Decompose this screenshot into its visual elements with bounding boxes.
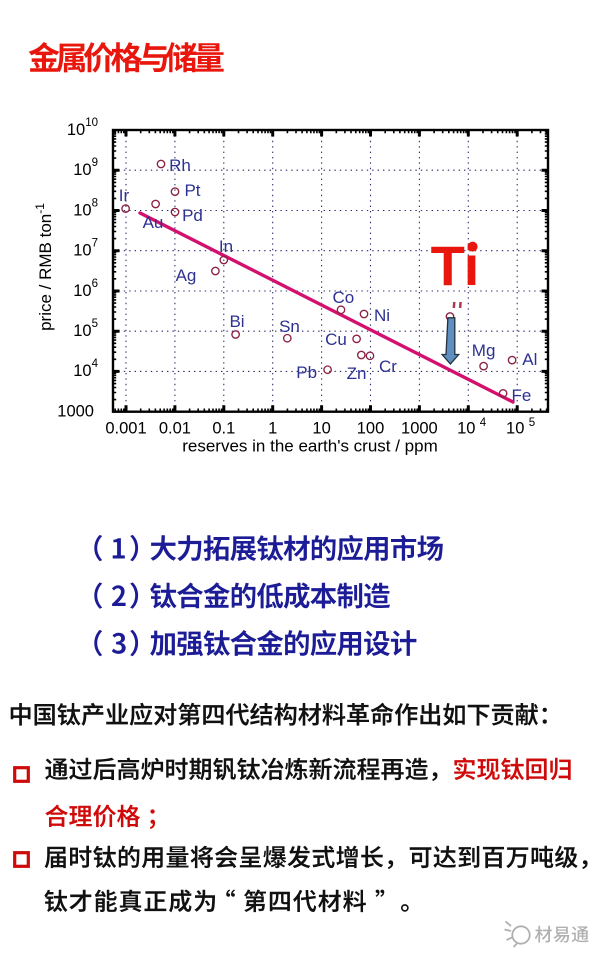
svg-text:Pd: Pd — [182, 206, 203, 225]
svg-text:Fe: Fe — [511, 386, 531, 405]
svg-text:1000: 1000 — [401, 420, 438, 438]
svg-text:Pt: Pt — [184, 181, 200, 200]
svg-text:Pb: Pb — [296, 363, 317, 382]
svg-text:5: 5 — [529, 417, 535, 429]
svg-text:price / RMB ton-1: price / RMB ton-1 — [33, 203, 55, 331]
svg-text:Bi: Bi — [229, 312, 244, 331]
svg-text:reserves in the earth's crust: reserves in the earth's crust / ppm — [182, 437, 438, 456]
svg-text:10: 10 — [312, 420, 330, 438]
svg-text:Cr: Cr — [379, 357, 397, 376]
svg-text:Au: Au — [143, 213, 164, 232]
svg-text:1000: 1000 — [57, 403, 94, 421]
svg-text:Co: Co — [333, 288, 355, 307]
svg-text:Sn: Sn — [279, 317, 300, 336]
svg-text:1: 1 — [268, 420, 277, 438]
svg-text:0.01: 0.01 — [159, 420, 191, 438]
svg-text:Al: Al — [522, 350, 537, 369]
svg-text:Ir: Ir — [119, 186, 130, 205]
svg-text:Mg: Mg — [472, 341, 496, 360]
svg-text:10: 10 — [457, 420, 475, 438]
svg-text:Ag: Ag — [176, 266, 197, 285]
svg-text:Rh: Rh — [169, 156, 191, 175]
svg-text:100: 100 — [357, 420, 385, 438]
svg-text:0.1: 0.1 — [212, 420, 235, 438]
svg-text:In: In — [219, 237, 233, 256]
svg-text:4: 4 — [480, 417, 487, 429]
svg-text:Zn: Zn — [347, 364, 367, 383]
svg-text:Ni: Ni — [374, 306, 390, 325]
svg-text:Cu: Cu — [325, 330, 347, 349]
svg-text:0.001: 0.001 — [105, 420, 146, 438]
svg-text:10: 10 — [506, 420, 524, 438]
